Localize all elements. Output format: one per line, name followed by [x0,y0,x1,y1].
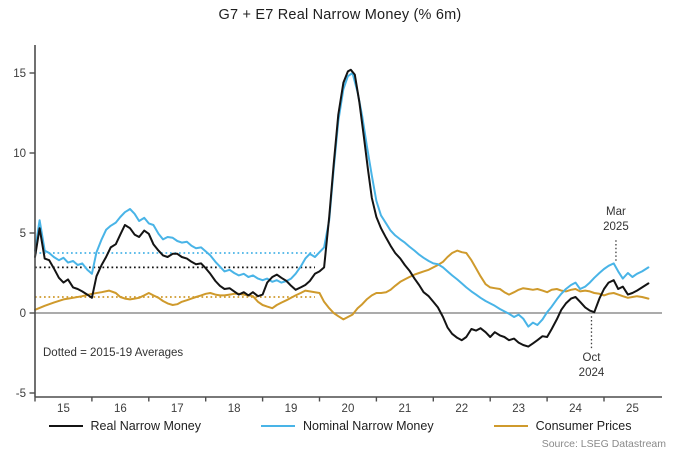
chart-title: G7 + E7 Real Narrow Money (% 6m) [218,7,462,23]
x-tick-label: 25 [626,403,639,415]
legend-label-real: Real Narrow Money [90,419,201,433]
annotation-oct-2024: Oct 2024 [579,351,605,381]
annotation-oct-2024-line1: Oct [582,352,601,364]
averages-note: Dotted = 2015-19 Averages [43,347,184,359]
y-tick-label: 10 [13,148,26,160]
legend-item-nominal-narrow-money: Nominal Narrow Money [260,419,434,433]
x-tick-label: 19 [285,403,298,415]
x-tick-label: 18 [228,403,241,415]
legend-item-consumer-prices: Consumer Prices [493,419,632,433]
x-tick-label: 22 [455,403,468,415]
x-tick-label: 17 [171,403,184,415]
legend-line-sample-prices [493,424,528,428]
x-tick-label: 20 [342,403,355,415]
annotation-mar-2025: Mar 2025 [603,205,629,235]
series-line-consumer-prices [34,249,650,321]
source-credit: Source: LSEG Datastream [541,438,666,450]
annotation-oct-2024-line2: 2024 [578,367,605,379]
series-line-nominal-narrow-money [34,72,650,328]
x-tick-label: 15 [57,403,70,415]
y-tick-label: 0 [20,308,26,320]
annotation-mar-2025-line1: Mar [606,206,626,218]
x-tick-label: 23 [512,403,525,415]
x-tick-label: 24 [569,403,582,415]
annotation-mar-2025-line2: 2025 [603,221,629,233]
y-tick-label: 5 [20,228,26,240]
x-tick-label: 21 [398,403,411,415]
y-tick-label: -5 [16,388,26,400]
legend-label-nominal: Nominal Narrow Money [302,419,434,433]
legend-item-real-narrow-money: Real Narrow Money [48,419,201,433]
series-line-real-narrow-money [34,68,650,348]
y-tick-label: 15 [13,68,26,80]
legend-line-sample-real [48,424,83,428]
legend-label-prices: Consumer Prices [535,419,632,433]
legend-line-sample-nominal [260,424,295,428]
x-tick-label: 16 [114,403,127,415]
legend: Real Narrow Money Nominal Narrow Money C… [0,419,680,433]
